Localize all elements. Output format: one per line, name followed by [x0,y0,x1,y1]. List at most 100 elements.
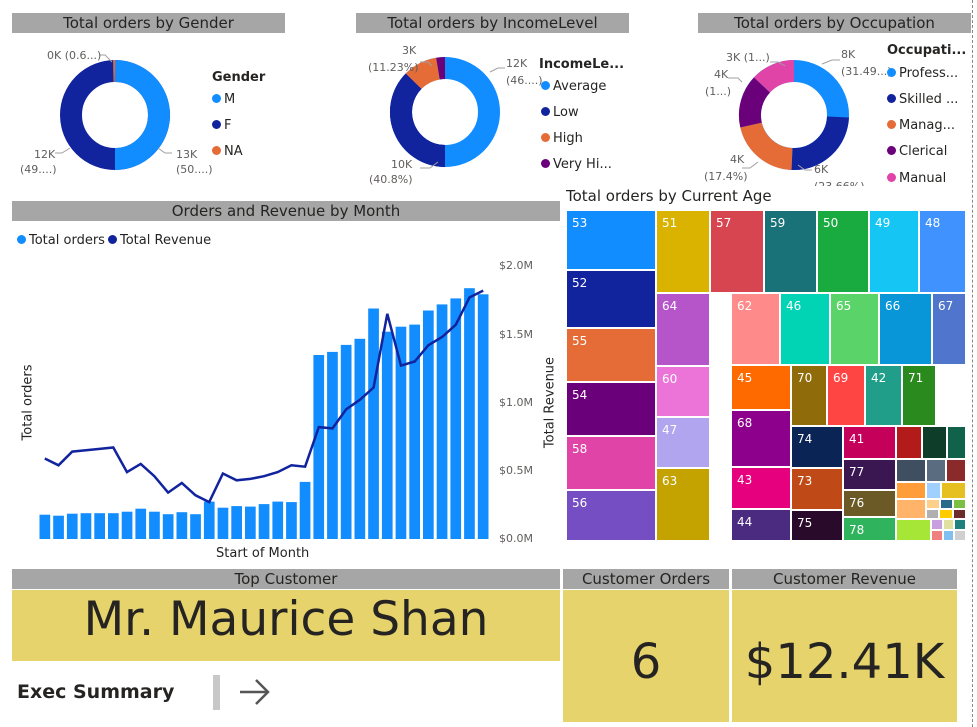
treemap-cell-small[interactable] [940,499,953,509]
orders-bar[interactable] [258,504,270,539]
revenue-line[interactable] [44,289,484,504]
orders-bar[interactable] [39,514,51,539]
treemap-cell-small[interactable] [926,482,941,499]
treemap-cell-46[interactable]: 46 [780,293,830,365]
month-legend-revenue[interactable]: Total Revenue [108,233,211,248]
orders-bar[interactable] [354,338,366,539]
income-slice-high[interactable] [405,57,441,90]
treemap-cell-53[interactable]: 53 [566,210,656,270]
occupation-slice-management[interactable] [740,121,794,170]
orders-bar[interactable] [327,351,338,539]
orders-bar[interactable] [94,513,105,539]
treemap-cell-78[interactable]: 78 [843,517,896,541]
treemap-cell-74[interactable]: 74 [791,426,843,468]
treemap-cell-small[interactable] [953,509,966,519]
occupation-slice-manual[interactable] [753,60,795,93]
exec-summary-label[interactable]: Exec Summary [17,681,175,703]
orders-bar[interactable] [53,515,64,539]
treemap-cell-small[interactable] [941,482,966,499]
orders-bar[interactable] [245,506,256,539]
orders-bar[interactable] [108,513,119,539]
treemap-cell-77[interactable]: 77 [843,459,896,490]
orders-bar[interactable] [217,507,229,539]
orders-bar[interactable] [395,326,407,539]
income-legend-low[interactable]: Low [541,105,579,120]
treemap-cell-49[interactable]: 49 [869,210,919,293]
orders-bar[interactable] [231,506,242,539]
occupation-slice-skilled[interactable] [791,115,849,171]
occupation-legend-manual[interactable]: Manual [887,171,946,186]
income-legend-average[interactable]: Average [541,79,606,94]
occupation-donut[interactable] [734,55,854,175]
treemap-cell-small[interactable] [896,482,926,499]
orders-bar[interactable] [464,288,475,539]
gender-legend-m[interactable]: M [212,92,235,107]
treemap-cell-small[interactable] [926,459,946,482]
treemap-cell-59[interactable]: 59 [764,210,817,293]
treemap-cell-small[interactable] [954,530,966,541]
treemap-cell-44[interactable]: 44 [731,509,791,541]
treemap-cell-small[interactable] [931,519,943,530]
treemap-cell-58[interactable]: 58 [566,436,656,490]
orders-bar[interactable] [436,304,448,539]
treemap-cell-56[interactable]: 56 [566,490,656,541]
orders-bar[interactable] [190,514,201,539]
treemap-cell-small[interactable] [926,499,940,509]
orders-bar[interactable] [381,331,393,539]
treemap-cell-50[interactable]: 50 [817,210,869,293]
treemap-cell-small[interactable] [922,426,947,459]
gender-slice-m[interactable] [114,60,170,170]
orders-bar[interactable] [313,355,325,539]
treemap-cell-67[interactable]: 67 [932,293,966,365]
income-slice-very-high[interactable] [436,57,446,80]
month-combo-chart[interactable] [0,0,560,560]
orders-bar[interactable] [272,501,284,539]
occupation-legend-professional[interactable]: Profess... [887,66,958,81]
treemap-cell-52[interactable]: 52 [566,270,656,328]
orders-bar[interactable] [286,502,297,539]
orders-bar[interactable] [340,344,352,539]
treemap-cell-41[interactable]: 41 [843,426,896,459]
treemap-cell-62[interactable]: 62 [731,293,780,365]
treemap-cell-small[interactable] [896,459,926,482]
age-treemap[interactable]: 53 52 55 54 58 56 51 64 60 47 63 57 59 50 49 48 62 46 65 66… [566,210,966,541]
treemap-cell-small[interactable] [896,499,926,519]
treemap-cell-45[interactable]: 45 [731,365,791,410]
treemap-cell-small[interactable] [939,509,953,519]
income-donut[interactable] [385,52,505,172]
treemap-cell-69[interactable]: 69 [827,365,865,426]
treemap-cell-small[interactable] [953,499,966,509]
orders-bar[interactable] [135,508,147,539]
treemap-cell-71[interactable]: 71 [902,365,936,426]
orders-bar[interactable] [149,511,160,539]
orders-bar[interactable] [176,512,188,539]
orders-bar[interactable] [368,308,379,540]
treemap-cell-70[interactable]: 70 [791,365,827,426]
treemap-cell-small[interactable] [931,530,943,541]
treemap-cell-43[interactable]: 43 [731,467,791,509]
orders-bar[interactable] [162,514,174,539]
treemap-cell-75[interactable]: 75 [791,510,843,541]
occupation-legend-management[interactable]: Manag... [887,118,955,133]
treemap-cell-63[interactable]: 63 [656,468,710,541]
gender-legend-na[interactable]: NA [212,144,243,159]
gender-donut[interactable] [55,55,175,175]
arrow-right-icon[interactable] [238,676,272,708]
treemap-cell-small[interactable] [896,519,931,541]
treemap-cell-small[interactable] [943,530,954,541]
treemap-cell-73[interactable]: 73 [791,468,843,510]
treemap-cell-small[interactable] [926,509,939,519]
treemap-cell-55[interactable]: 55 [566,328,656,382]
orders-bar[interactable] [409,324,420,539]
orders-bar[interactable] [299,481,311,539]
treemap-cell-60[interactable]: 60 [656,366,710,417]
treemap-cell-68[interactable]: 68 [731,410,791,467]
orders-bar[interactable] [66,513,78,539]
treemap-cell-small[interactable] [947,426,966,459]
gender-legend-f[interactable]: F [212,118,231,133]
treemap-cell-48[interactable]: 48 [919,210,966,293]
orders-bar[interactable] [423,310,434,540]
occupation-legend-clerical[interactable]: Clerical [887,144,947,159]
treemap-cell-small[interactable] [946,459,966,482]
treemap-cell-76[interactable]: 76 [843,490,896,517]
